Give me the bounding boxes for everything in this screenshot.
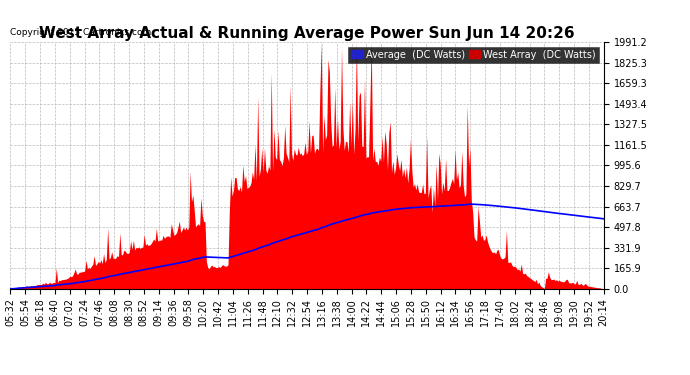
Text: Copyright 2015 Cartronics.com: Copyright 2015 Cartronics.com — [10, 28, 152, 37]
Legend: Average  (DC Watts), West Array  (DC Watts): Average (DC Watts), West Array (DC Watts… — [348, 47, 599, 63]
Title: West Array Actual & Running Average Power Sun Jun 14 20:26: West Array Actual & Running Average Powe… — [39, 26, 575, 41]
